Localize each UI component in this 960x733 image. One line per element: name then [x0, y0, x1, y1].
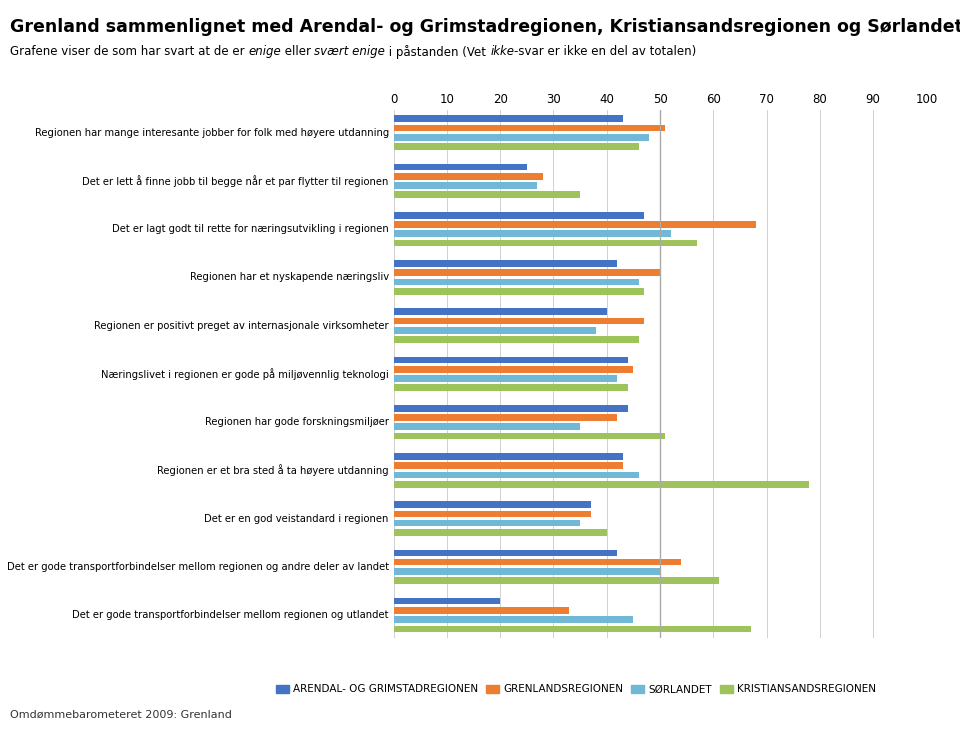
Bar	[394, 501, 590, 508]
Bar	[394, 375, 617, 382]
Text: Det er lagt godt til rette for næringsutvikling i regionen: Det er lagt godt til rette for næringsut…	[112, 224, 389, 234]
Bar	[394, 270, 660, 276]
Text: eller: eller	[280, 45, 315, 59]
Bar	[394, 384, 628, 391]
Bar	[394, 221, 756, 228]
Bar	[394, 366, 634, 372]
Bar	[394, 143, 638, 150]
Bar	[394, 597, 500, 605]
Bar	[394, 173, 542, 180]
Bar	[394, 511, 590, 517]
Bar	[394, 260, 617, 267]
Text: Det er lett å finne jobb til begge når et par flytter til regionen: Det er lett å finne jobb til begge når e…	[83, 175, 389, 187]
Text: Regionen har mange interesante jobber for folk med høyere utdanning: Regionen har mange interesante jobber fo…	[35, 128, 389, 138]
Text: Omdømmebarometeret 2009: Grenland: Omdømmebarometeret 2009: Grenland	[10, 710, 231, 720]
Bar	[394, 453, 623, 460]
Bar	[394, 481, 809, 487]
Bar	[394, 230, 671, 237]
Bar	[394, 183, 538, 189]
Text: svært enige: svært enige	[315, 45, 385, 59]
Bar	[394, 309, 607, 315]
Bar	[394, 191, 580, 198]
Bar	[394, 578, 719, 584]
Text: Regionen er positivt preget av internasjonale virksomheter: Regionen er positivt preget av internasj…	[94, 320, 389, 331]
Bar	[394, 240, 697, 246]
Bar	[394, 529, 607, 536]
Bar	[394, 116, 623, 122]
Text: Grafene viser de som har svart at de er: Grafene viser de som har svart at de er	[10, 45, 248, 59]
Bar	[394, 520, 580, 526]
Bar	[394, 279, 638, 285]
Bar	[394, 559, 682, 565]
Text: Det er gode transportforbindelser mellom regionen og utlandet: Det er gode transportforbindelser mellom…	[72, 610, 389, 620]
Text: enige: enige	[248, 45, 280, 59]
Bar	[394, 414, 617, 421]
Bar	[394, 471, 638, 478]
Bar	[394, 625, 751, 632]
Bar	[394, 568, 660, 575]
Bar	[394, 432, 665, 439]
Bar	[394, 212, 644, 218]
Bar	[394, 424, 580, 430]
Text: -svar er ikke en del av totalen): -svar er ikke en del av totalen)	[515, 45, 696, 59]
Bar	[394, 405, 628, 411]
Text: Regionen har et nyskapende næringsliv: Regionen har et nyskapende næringsliv	[190, 273, 389, 282]
Text: Regionen har gode forskningsmiljøer: Regionen har gode forskningsmiljøer	[204, 417, 389, 427]
Legend: ARENDAL- OG GRIMSTADREGIONEN, GRENLANDSREGIONEN, SØRLANDET, KRISTIANSANDSREGIONE: ARENDAL- OG GRIMSTADREGIONEN, GRENLANDSR…	[272, 680, 880, 699]
Bar	[394, 327, 596, 334]
Bar	[394, 134, 649, 141]
Bar	[394, 550, 617, 556]
Bar	[394, 607, 569, 614]
Text: Næringslivet i regionen er gode på miljøvennlig teknologi: Næringslivet i regionen er gode på miljø…	[101, 368, 389, 380]
Text: ikke: ikke	[491, 45, 515, 59]
Bar	[394, 288, 644, 295]
Text: Det er gode transportforbindelser mellom regionen og andre deler av landet: Det er gode transportforbindelser mellom…	[7, 561, 389, 572]
Text: Grenland sammenlignet med Arendal- og Grimstadregionen, Kristiansandsregionen og: Grenland sammenlignet med Arendal- og Gr…	[10, 18, 960, 37]
Bar	[394, 125, 665, 131]
Bar	[394, 163, 527, 170]
Text: i påstanden (Vet: i påstanden (Vet	[385, 45, 491, 59]
Bar	[394, 357, 628, 364]
Text: Det er en god veistandard i regionen: Det er en god veistandard i regionen	[204, 514, 389, 523]
Bar	[394, 616, 634, 623]
Bar	[394, 317, 644, 324]
Text: Regionen er et bra sted å ta høyere utdanning: Regionen er et bra sted å ta høyere utda…	[157, 464, 389, 476]
Bar	[394, 463, 623, 469]
Bar	[394, 336, 638, 343]
